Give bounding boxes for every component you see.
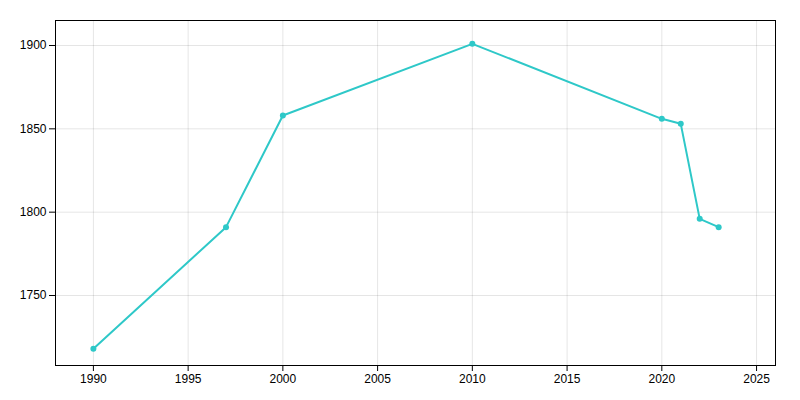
svg-text:2005: 2005: [364, 372, 391, 386]
svg-text:1750: 1750: [20, 288, 47, 302]
svg-text:2015: 2015: [554, 372, 581, 386]
svg-text:1850: 1850: [20, 122, 47, 136]
svg-text:1995: 1995: [175, 372, 202, 386]
svg-text:2025: 2025: [743, 372, 770, 386]
svg-text:1800: 1800: [20, 205, 47, 219]
svg-text:1990: 1990: [80, 372, 107, 386]
svg-text:2020: 2020: [648, 372, 675, 386]
svg-text:2010: 2010: [459, 372, 486, 386]
svg-text:1900: 1900: [20, 38, 47, 52]
svg-text:2000: 2000: [270, 372, 297, 386]
